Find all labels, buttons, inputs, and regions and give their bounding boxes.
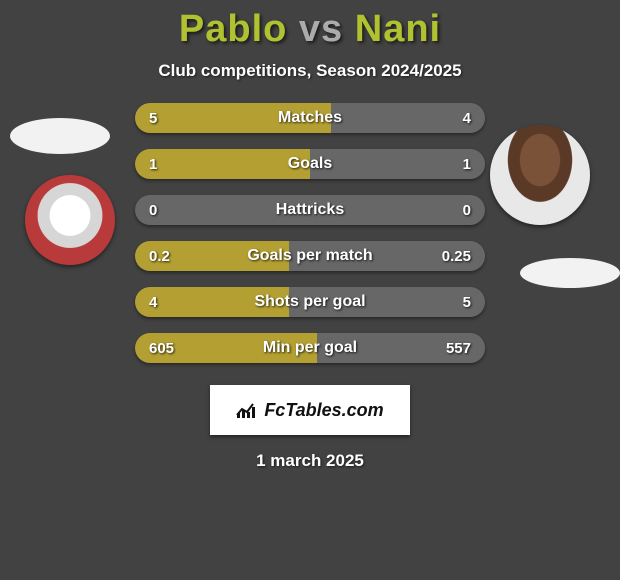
stat-value-right: 1 <box>463 149 471 179</box>
player2-name: Nani <box>355 8 441 50</box>
stat-label: Hattricks <box>135 195 485 225</box>
player1-name: Pablo <box>179 8 287 50</box>
vs-separator: vs <box>299 8 343 50</box>
stat-bar: 5Matches4 <box>135 103 485 133</box>
stats-panel: 5Matches41Goals10Hattricks00.2Goals per … <box>0 103 620 363</box>
stat-label: Goals per match <box>135 241 485 271</box>
stat-label: Goals <box>135 149 485 179</box>
stat-label: Min per goal <box>135 333 485 363</box>
date-label: 1 march 2025 <box>0 451 620 471</box>
branding-text: FcTables.com <box>264 400 383 421</box>
stat-value-right: 4 <box>463 103 471 133</box>
stat-bar: 0.2Goals per match0.25 <box>135 241 485 271</box>
stat-value-right: 5 <box>463 287 471 317</box>
stat-label: Shots per goal <box>135 287 485 317</box>
stat-bar: 4Shots per goal5 <box>135 287 485 317</box>
comparison-title: Pablo vs Nani <box>0 0 620 51</box>
stat-value-right: 0 <box>463 195 471 225</box>
stat-label: Matches <box>135 103 485 133</box>
stat-bars-container: 5Matches41Goals10Hattricks00.2Goals per … <box>135 103 485 363</box>
chart-icon <box>236 401 258 419</box>
branding-box: FcTables.com <box>210 385 410 435</box>
stat-bar: 605Min per goal557 <box>135 333 485 363</box>
stat-value-right: 557 <box>446 333 471 363</box>
branding-label: FcTables.com <box>236 400 383 421</box>
stat-bar: 1Goals1 <box>135 149 485 179</box>
stat-bar: 0Hattricks0 <box>135 195 485 225</box>
subtitle: Club competitions, Season 2024/2025 <box>0 61 620 81</box>
stat-value-right: 0.25 <box>442 241 471 271</box>
